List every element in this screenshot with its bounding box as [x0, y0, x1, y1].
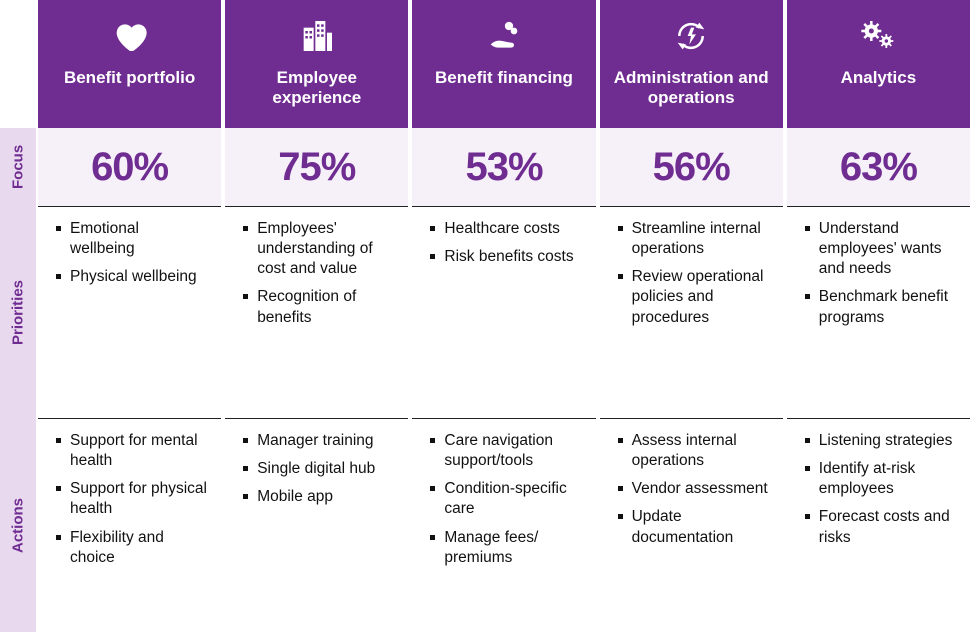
column-header: Analytics — [787, 0, 970, 128]
list-item: Support for mental health — [56, 431, 207, 471]
actions-cell: Manager training Single digital hub Mobile… — [225, 418, 408, 632]
row-label-focus: Focus — [0, 128, 36, 206]
list-item: Vendor assessment — [618, 479, 769, 499]
priorities-cell: Emotional wellbeing Physical wellbeing — [38, 206, 221, 418]
list-item: Benchmark benefit programs — [805, 287, 956, 327]
list-item: Condition-specific care — [430, 479, 581, 519]
list-item: Update documentation — [618, 507, 769, 547]
heart-icon — [108, 14, 152, 58]
list-item: Risk benefits costs — [430, 247, 581, 267]
hand-coins-icon — [482, 14, 526, 58]
list-item: Forecast costs and risks — [805, 507, 956, 547]
list-item: Employees' understanding of cost and val… — [243, 219, 394, 279]
list-item: Support for physical health — [56, 479, 207, 519]
actions-cell: Care navigation support/tools Condition-s… — [412, 418, 595, 632]
list-item: Understand employees' wants and needs — [805, 219, 956, 279]
row-label-priorities: Priorities — [0, 206, 36, 418]
priorities-list: Understand employees' wants and needs Ben… — [801, 219, 956, 328]
list-item: Manage fees/ premiums — [430, 528, 581, 568]
focus-cell: 60% — [38, 128, 221, 206]
actions-cell: Support for mental health Support for phy… — [38, 418, 221, 632]
priorities-cell: Understand employees' wants and needs Ben… — [787, 206, 970, 418]
list-item: Healthcare costs — [430, 219, 581, 239]
column-header-label: Benefit portfolio — [64, 68, 195, 88]
column-header: Administration and operations — [600, 0, 783, 128]
benefits-infographic-grid: Benefit portfolio Employee experience Bene… — [0, 0, 972, 632]
focus-value: 56% — [653, 145, 730, 190]
priorities-list: Streamline internal operations Review ope… — [614, 219, 769, 328]
column-header: Employee experience — [225, 0, 408, 128]
row-label-actions: Actions — [0, 418, 36, 632]
priorities-cell: Streamline internal operations Review ope… — [600, 206, 783, 418]
buildings-icon — [295, 14, 339, 58]
column-header: Benefit financing — [412, 0, 595, 128]
column-header-label: Analytics — [841, 68, 917, 88]
actions-list: Manager training Single digital hub Mobile… — [239, 431, 394, 507]
list-item: Mobile app — [243, 487, 394, 507]
actions-list: Assess internal operations Vendor assessm… — [614, 431, 769, 548]
list-item: Care navigation support/tools — [430, 431, 581, 471]
gears-icon — [854, 14, 902, 58]
focus-cell: 56% — [600, 128, 783, 206]
focus-value: 53% — [465, 145, 542, 190]
focus-cell: 53% — [412, 128, 595, 206]
column-header-label: Administration and operations — [610, 68, 773, 109]
actions-list: Listening strategies Identify at-risk emp… — [801, 431, 956, 548]
focus-value: 75% — [278, 145, 355, 190]
focus-value: 63% — [840, 145, 917, 190]
column-header: Benefit portfolio — [38, 0, 221, 128]
list-item: Emotional wellbeing — [56, 219, 207, 259]
list-item: Review operational policies and procedur… — [618, 267, 769, 327]
priorities-list: Healthcare costs Risk benefits costs — [426, 219, 581, 267]
list-item: Flexibility and choice — [56, 528, 207, 568]
priorities-cell: Employees' understanding of cost and val… — [225, 206, 408, 418]
priorities-list: Emotional wellbeing Physical wellbeing — [52, 219, 207, 287]
actions-list: Support for mental health Support for phy… — [52, 431, 207, 568]
priorities-cell: Healthcare costs Risk benefits costs — [412, 206, 595, 418]
actions-cell: Listening strategies Identify at-risk emp… — [787, 418, 970, 632]
focus-value: 60% — [91, 145, 168, 190]
focus-cell: 63% — [787, 128, 970, 206]
focus-cell: 75% — [225, 128, 408, 206]
actions-cell: Assess internal operations Vendor assessm… — [600, 418, 783, 632]
list-item: Single digital hub — [243, 459, 394, 479]
list-item: Manager training — [243, 431, 394, 451]
cycle-bolt-icon — [669, 14, 713, 58]
priorities-list: Employees' understanding of cost and val… — [239, 219, 394, 328]
list-item: Physical wellbeing — [56, 267, 207, 287]
list-item: Streamline internal operations — [618, 219, 769, 259]
list-item: Listening strategies — [805, 431, 956, 451]
column-header-label: Benefit financing — [435, 68, 573, 88]
actions-list: Care navigation support/tools Condition-s… — [426, 431, 581, 568]
list-item: Assess internal operations — [618, 431, 769, 471]
corner-spacer — [0, 0, 36, 128]
list-item: Recognition of benefits — [243, 287, 394, 327]
column-header-label: Employee experience — [235, 68, 398, 109]
list-item: Identify at-risk employees — [805, 459, 956, 499]
